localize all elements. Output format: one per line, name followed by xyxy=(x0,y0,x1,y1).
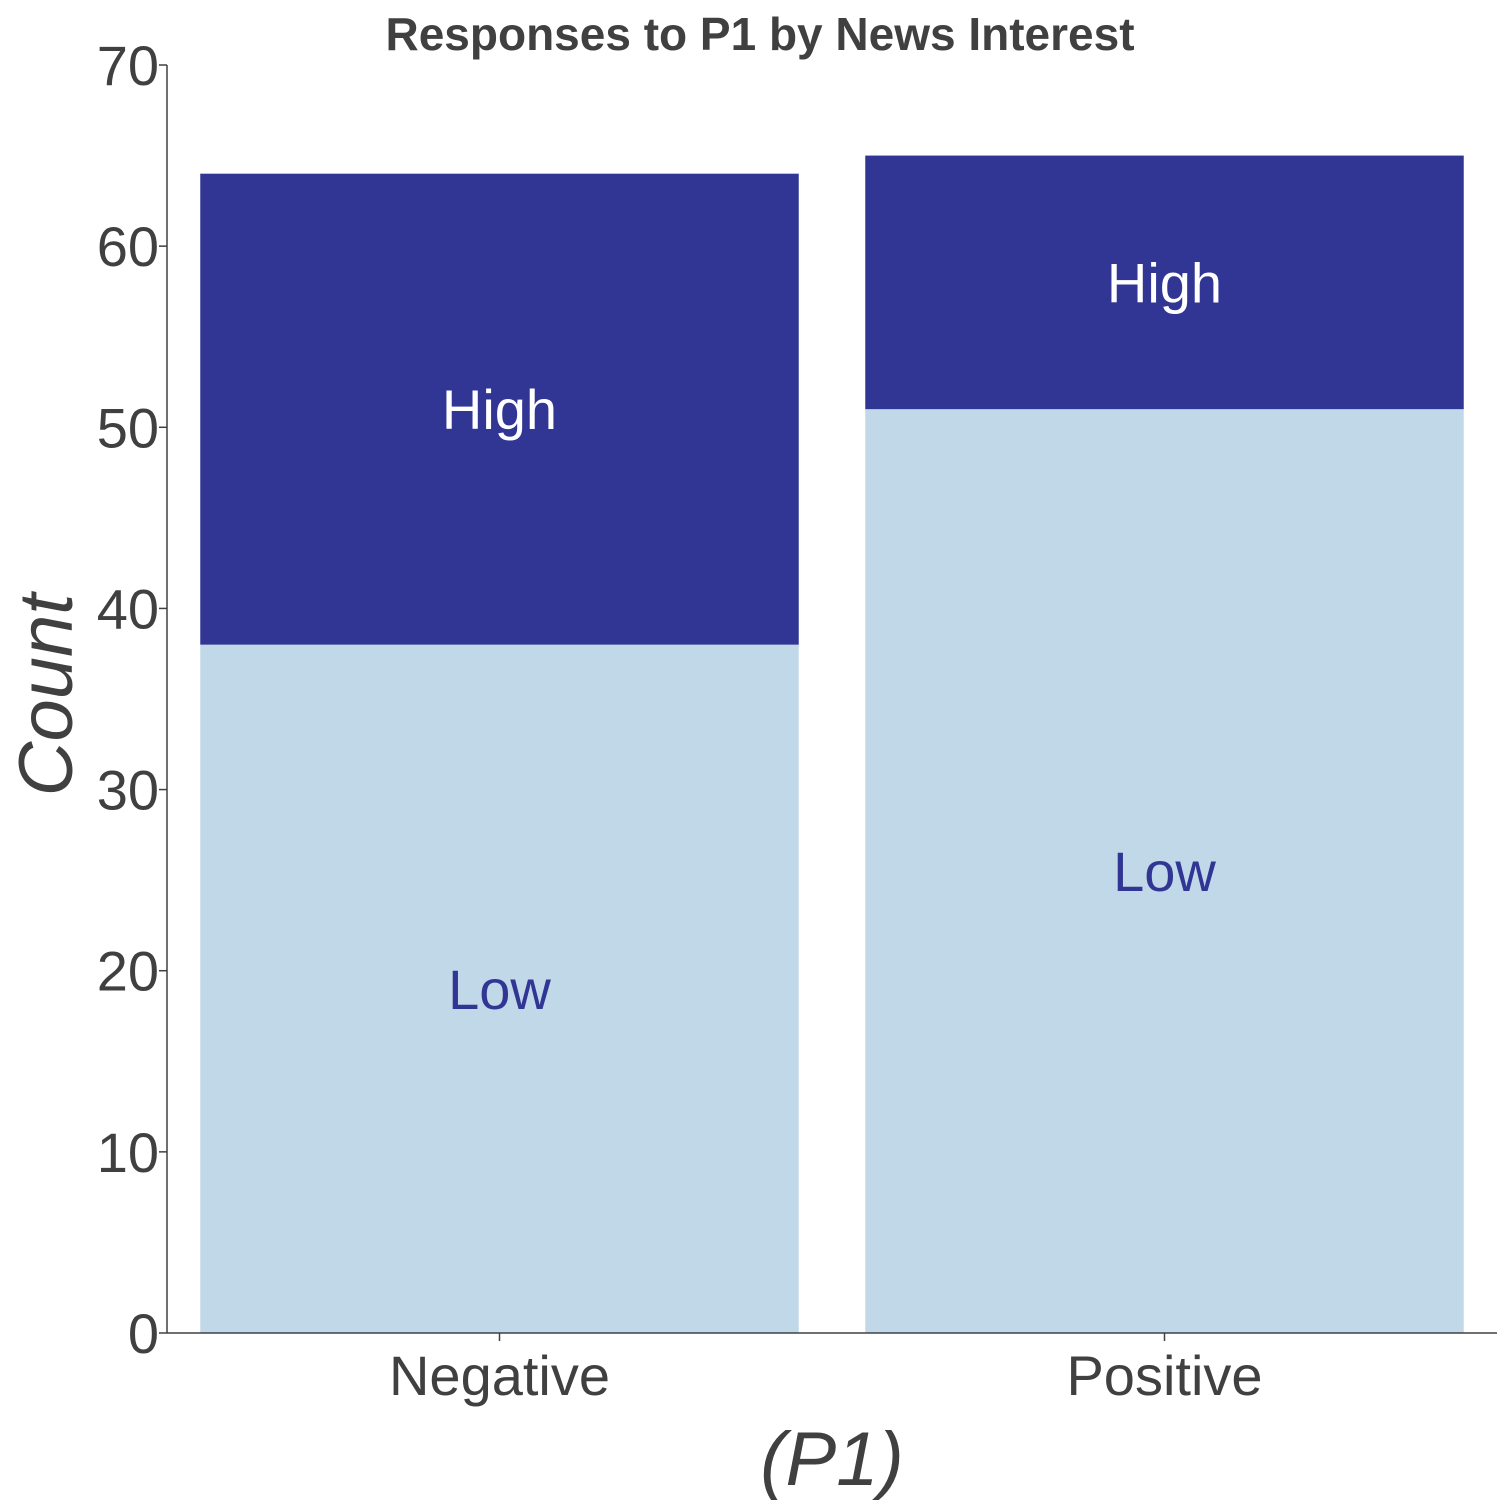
bar-segment-negative-low xyxy=(200,644,799,1333)
x-tick-label-positive: Positive xyxy=(1066,1344,1262,1407)
y-tick-label-50: 50 xyxy=(97,396,159,459)
y-tick-label-20: 20 xyxy=(97,940,159,1003)
y-tick-label-40: 40 xyxy=(97,577,159,640)
bar-segment-negative-high xyxy=(200,173,799,645)
y-tick-label-70: 70 xyxy=(97,34,159,97)
y-tick-label-0: 0 xyxy=(128,1302,159,1365)
y-tick-label-60: 60 xyxy=(97,215,159,278)
segment-label-negative-high: High xyxy=(442,378,557,441)
bar-segment-positive-high xyxy=(865,155,1464,410)
x-axis-title: (P1) xyxy=(760,1417,904,1500)
segment-labels-layer: Low High Low High xyxy=(442,251,1222,1020)
y-axis-ticks: 0 10 20 30 40 50 60 70 xyxy=(97,34,167,1365)
y-axis-title: Count xyxy=(4,591,89,797)
y-tick-label-30: 30 xyxy=(97,759,159,822)
chart-title: Responses to P1 by News Interest xyxy=(385,8,1134,60)
bar-segment-positive-low xyxy=(865,409,1464,1334)
x-tick-label-negative: Negative xyxy=(389,1344,610,1407)
x-axis-ticks: Negative Positive xyxy=(389,1333,1263,1407)
y-tick-label-10: 10 xyxy=(97,1121,159,1184)
segment-label-negative-low: Low xyxy=(448,958,551,1021)
segment-label-positive-high: High xyxy=(1107,251,1222,314)
bars-layer xyxy=(200,155,1464,1334)
segment-label-positive-low: Low xyxy=(1113,840,1216,903)
